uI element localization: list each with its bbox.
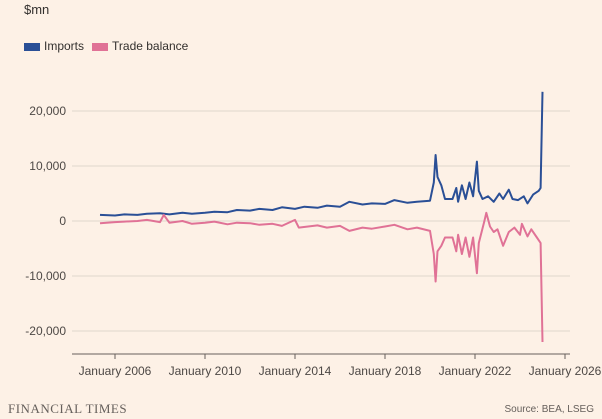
legend-swatch-imports (24, 42, 40, 51)
source-note: Source: BEA, LSEG (504, 404, 595, 415)
ft-logo: FINANCIAL TIMES (8, 401, 128, 416)
y-tick-label: 10,000 (29, 159, 66, 173)
series-line-trade-balance (99, 211, 544, 343)
legend-label: Trade balance (112, 39, 189, 53)
y-tick-label: 0 (59, 214, 66, 228)
x-tick-label: January 2006 (79, 364, 152, 378)
x-tick-label: January 2014 (259, 364, 332, 378)
y-tick-label: -10,000 (25, 269, 66, 283)
series-line-imports (99, 91, 544, 217)
legend-label: Imports (44, 39, 85, 53)
y-tick-label: 20,000 (29, 104, 66, 118)
x-tick-label: January 2018 (349, 364, 422, 378)
x-tick-label: January 2010 (169, 364, 242, 378)
legend-item-imports: Imports (24, 39, 84, 53)
y-unit-label: $mn (24, 2, 50, 17)
y-tick-label: -20,000 (25, 324, 66, 338)
legend: Imports Trade balance (24, 39, 188, 53)
x-tick-label: January 2026 (529, 364, 602, 378)
legend-item-trade-balance: Trade balance (92, 39, 188, 53)
x-tick-label: January 2022 (439, 364, 512, 378)
legend-swatch-trade-balance (92, 42, 109, 51)
